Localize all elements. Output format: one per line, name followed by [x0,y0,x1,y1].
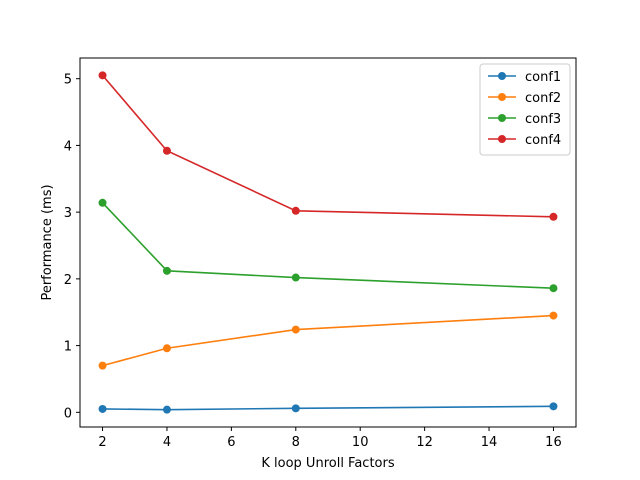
data-point [549,402,558,411]
y-tick-label: 2 [64,273,72,288]
legend-label: conf3 [525,112,561,127]
y-tick-label: 3 [64,206,72,221]
data-point [291,325,300,334]
legend-marker [498,114,506,122]
series-line [102,314,554,367]
y-axis-label: Performance (ms) [40,184,55,300]
x-axis-label: K loop Unroll Factors [261,456,394,471]
legend: conf1 conf2 conf3 conf4 [479,63,571,156]
legend-label: conf1 [525,70,561,85]
y-tick-label: 0 [64,406,72,421]
series-conf4 [98,71,558,221]
x-tick-label: 14 [481,435,498,450]
series-line [101,202,554,290]
x-tick-label: 4 [163,435,171,450]
x-tick-label: 8 [292,435,300,450]
legend-item-conf1: conf1 [488,70,561,85]
y-tick-label: 5 [64,73,72,88]
data-point [549,212,558,221]
x-tick-label: 12 [416,435,433,450]
data-point [291,404,300,413]
data-point [98,404,107,413]
series-conf3 [98,198,558,293]
legend-marker [498,135,506,143]
x-tick-label: 16 [545,435,562,450]
data-point [98,198,107,207]
data-point [291,206,300,215]
legend-label: conf4 [525,133,561,148]
x-tick-label: 6 [227,435,235,450]
legend-item-conf4: conf4 [488,133,561,148]
legend-box [479,63,571,156]
data-point [98,71,107,80]
legend-item-conf2: conf2 [488,91,561,106]
legend-label: conf2 [525,91,561,106]
axes-frame [79,57,577,428]
legend-marker [498,72,506,80]
x-tick-label: 2 [98,435,106,450]
legend-item-conf3: conf3 [488,112,561,127]
data-point [549,284,558,293]
series-conf1 [98,402,558,414]
x-tick-label: 10 [352,435,369,450]
data-point [98,361,107,370]
y-tick-label: 4 [64,139,72,154]
data-point [162,344,171,353]
data-point [162,405,171,414]
series-line [101,74,554,218]
data-point [162,266,171,275]
data-point [291,273,300,282]
data-point [162,146,171,155]
data-point [549,311,558,320]
series-line [102,405,554,411]
y-tick-label: 1 [64,340,72,355]
legend-marker [498,93,506,101]
series-layer [98,71,558,414]
series-conf2 [98,311,558,370]
